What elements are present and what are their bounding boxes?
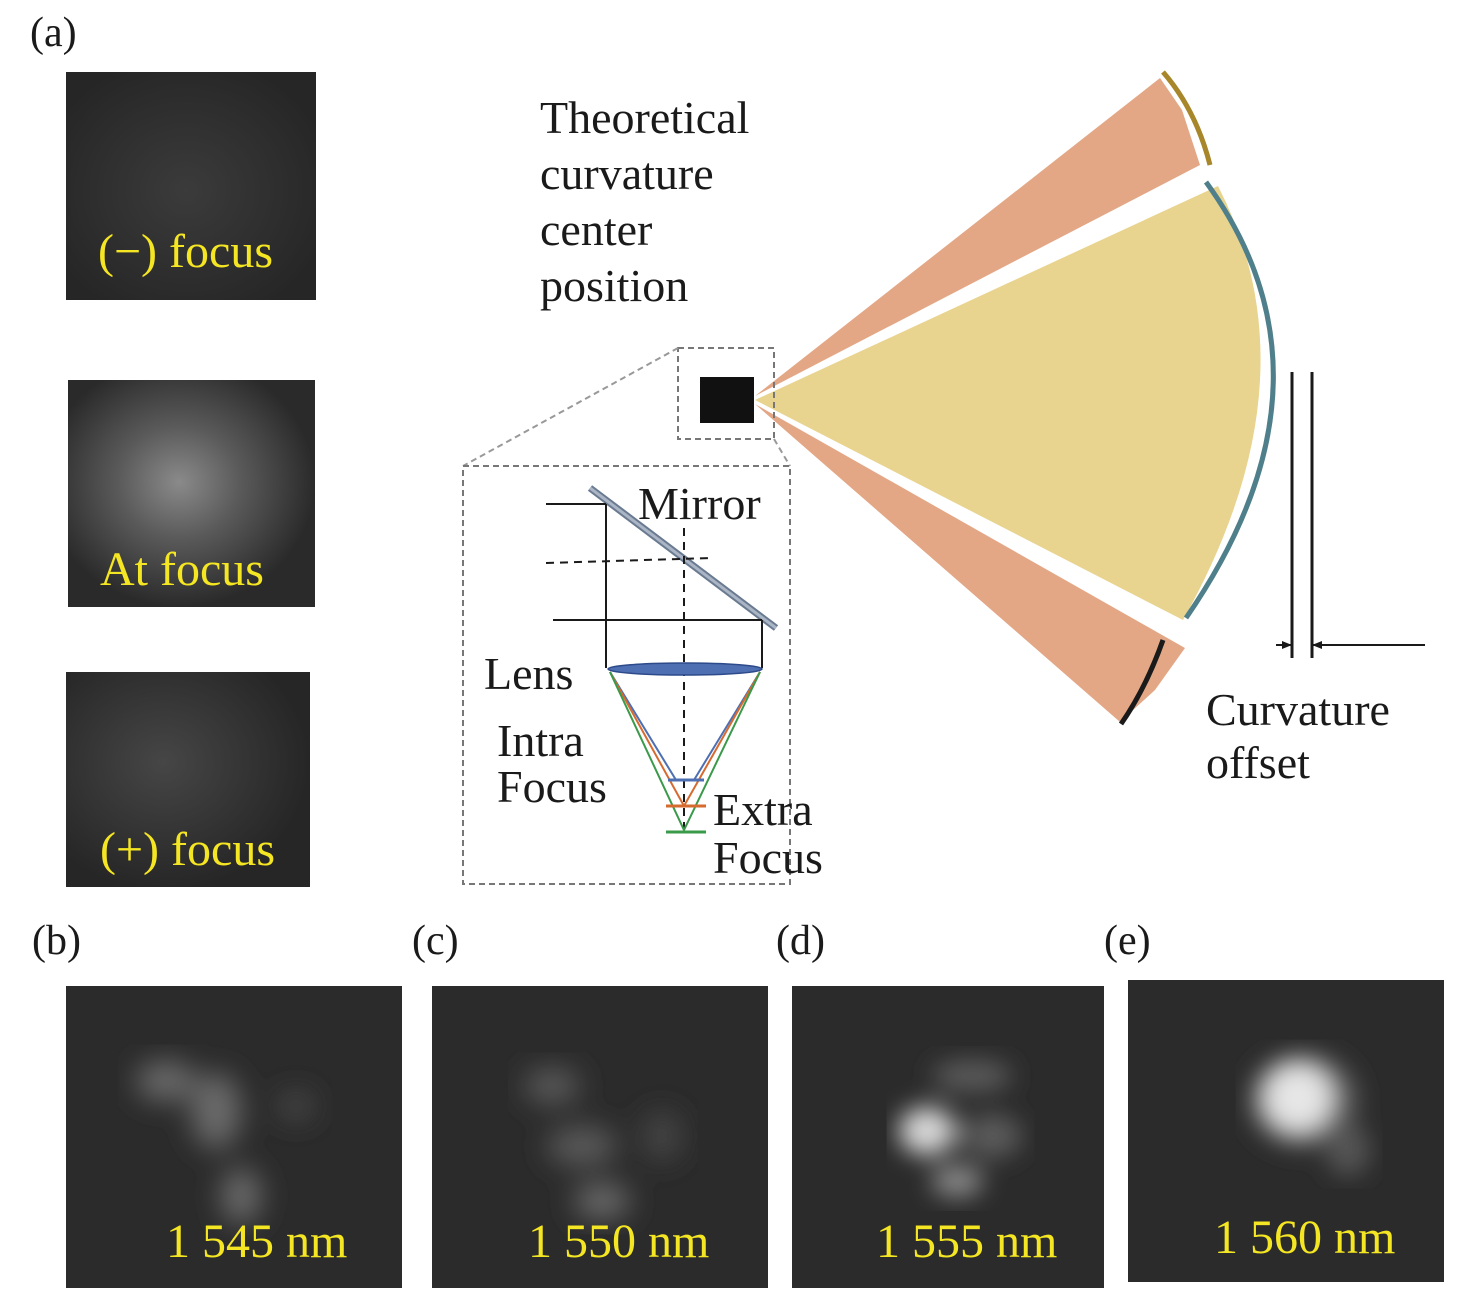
upper-side-wedge [755, 78, 1200, 396]
curvature-diagram [462, 70, 1425, 885]
spectral-caption-1555: 1 555 nm [876, 1215, 1058, 1268]
panel-label-c: (c) [412, 918, 459, 964]
panel-label-b: (b) [32, 918, 81, 964]
intra-focus-line-2: Focus [497, 761, 607, 812]
spectral-image-1555: 1 555 nm [792, 986, 1104, 1288]
center-black-square [700, 377, 754, 423]
lens-label: Lens [484, 648, 574, 699]
focus-caption-minus: (−) focus [98, 225, 274, 278]
center-label-line-2: curvature [540, 148, 714, 200]
spectral-caption-1560: 1 560 nm [1214, 1211, 1396, 1264]
panel-label-a: (a) [30, 10, 77, 56]
inset-lens [607, 662, 763, 676]
center-label-line-1: Theoretical [540, 92, 750, 143]
spectral-caption-1550: 1 550 nm [528, 1215, 710, 1268]
extra-focus-label: Extra Focus [713, 784, 823, 884]
offset-label-line-1: Curvature [1206, 684, 1390, 735]
spectral-caption-1545: 1 545 nm [166, 1215, 348, 1268]
main-mirror-arc [1183, 180, 1276, 620]
extra-focus-line-2: Focus [713, 832, 823, 884]
lower-side-wedge [755, 404, 1185, 722]
offset-label: Curvature offset [1206, 684, 1390, 790]
panel-label-d: (d) [776, 918, 825, 964]
focus-image-minus: (−) focus [66, 72, 316, 300]
bottom-mirror-arc [1118, 639, 1166, 726]
spectral-image-1545: 1 545 nm [66, 986, 402, 1288]
top-mirror-arc [1161, 70, 1213, 166]
focus-caption-plus: (+) focus [100, 823, 276, 876]
extra-focus-line-1: Extra [713, 784, 813, 835]
center-dashed-box [677, 347, 775, 440]
inset-box [462, 465, 791, 885]
offset-label-line-2: offset [1206, 736, 1310, 788]
main-wedge [755, 186, 1261, 620]
intra-focus-line-1: Intra [497, 715, 584, 766]
spectral-image-1560: 1 560 nm [1128, 980, 1444, 1282]
panel-label-e: (e) [1104, 918, 1151, 964]
focus-image-plus: (+) focus [66, 672, 310, 887]
center-label: Theoretical curvature center position [540, 90, 749, 314]
focus-image-at: At focus [68, 380, 315, 607]
mirror-label: Mirror [638, 478, 761, 529]
center-label-line-4: position [540, 260, 689, 312]
focus-caption-at: At focus [100, 543, 264, 596]
center-label-line-3: center [540, 204, 653, 256]
spectral-image-1550: 1 550 nm [432, 986, 768, 1288]
intra-focus-label: Intra Focus [497, 718, 607, 810]
